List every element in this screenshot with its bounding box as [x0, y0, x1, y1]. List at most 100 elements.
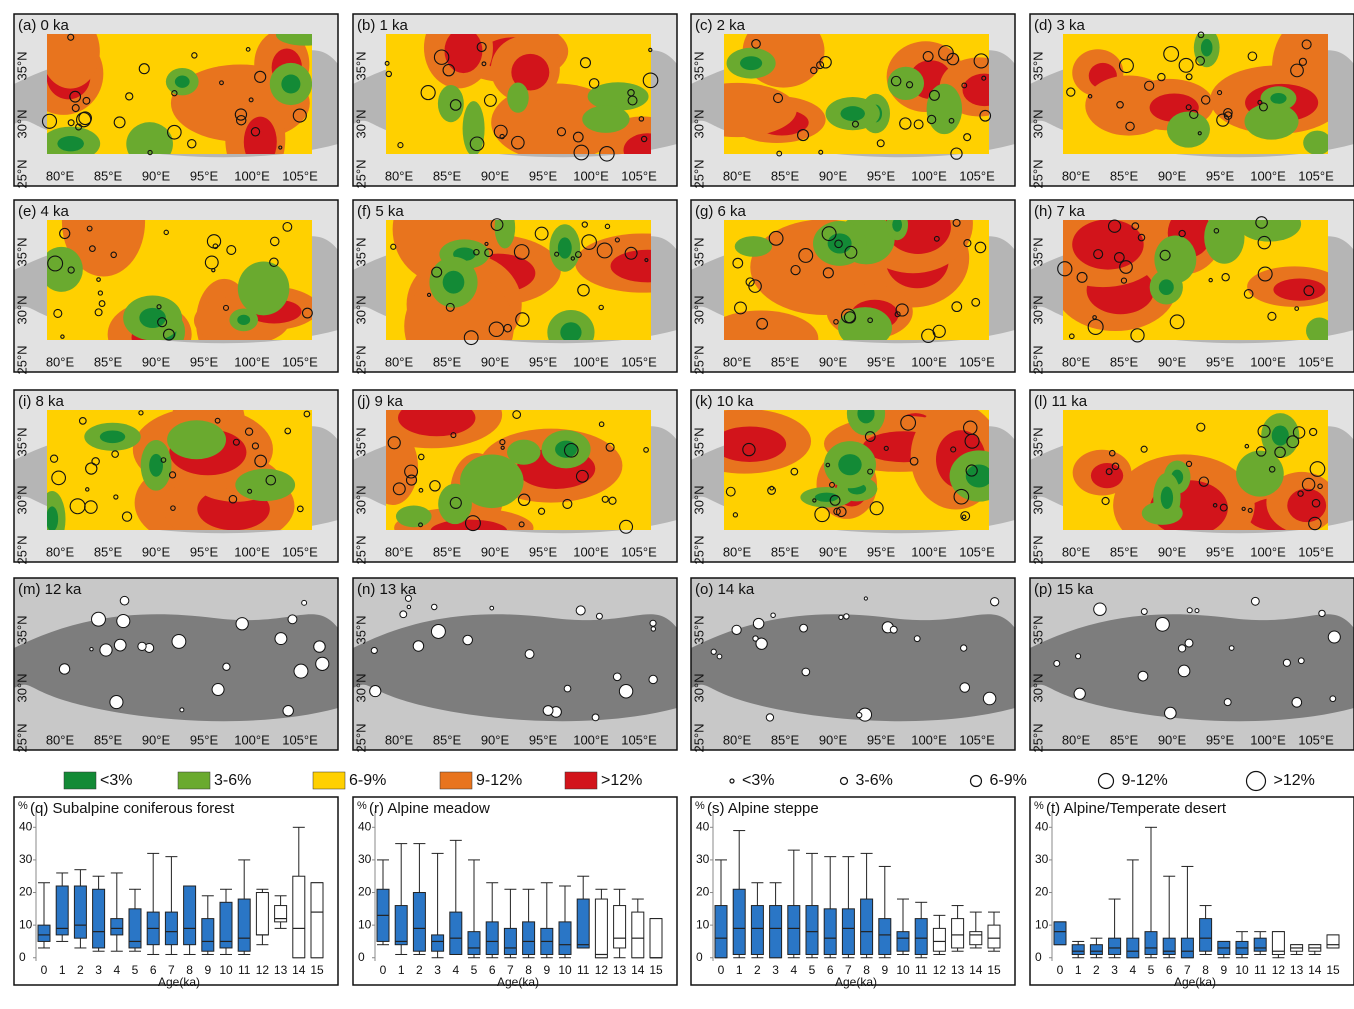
box	[897, 932, 909, 952]
map-panel: (h) 7 ka80°E85°E90°E95°E100°E105°E35°N30…	[1029, 186, 1354, 375]
lat-label: 35°N	[353, 427, 368, 456]
lon-label: 105°E	[621, 354, 657, 369]
lon-label: 90°E	[142, 544, 171, 559]
lat-label: 35°N	[14, 51, 29, 80]
x-tick-label: 6	[150, 963, 157, 977]
x-tick-label: 3	[434, 963, 441, 977]
panel-title: (b) 1 ka	[357, 17, 409, 34]
x-tick-label: 9	[881, 963, 888, 977]
site	[651, 627, 655, 631]
site	[650, 620, 656, 626]
lon-label: 85°E	[433, 544, 462, 559]
x-tick-label: 2	[754, 963, 761, 977]
contour	[840, 106, 864, 121]
lon-label: 90°E	[1158, 544, 1187, 559]
site	[592, 714, 599, 721]
site	[1178, 645, 1185, 652]
site	[576, 606, 585, 615]
lon-label: 85°E	[771, 354, 800, 369]
panel-title: (e) 4 ka	[18, 203, 70, 220]
x-tick-label: 9	[204, 963, 211, 977]
lat-label: 30°N	[353, 673, 368, 702]
x-tick-label: 4	[790, 963, 797, 977]
lon-label: 90°E	[481, 354, 510, 369]
x-tick-label: 5	[132, 963, 139, 977]
lon-label: 105°E	[1298, 732, 1334, 747]
contour	[1244, 103, 1298, 140]
map-panel: (k) 10 ka80°E85°E90°E95°E100°E105°E35°N3…	[678, 390, 1015, 565]
lon-label: 100°E	[911, 354, 947, 369]
site	[717, 654, 722, 659]
x-tick-label: 3	[95, 963, 102, 977]
y-tick-label: 30	[358, 852, 372, 866]
lon-label: 90°E	[1158, 354, 1187, 369]
map-panel: (m) 12 ka80°E85°E90°E95°E100°E105°E35°N3…	[14, 578, 338, 753]
site	[371, 647, 377, 653]
site	[223, 663, 230, 670]
x-tick-label: 5	[471, 963, 478, 977]
site	[753, 618, 763, 628]
site	[400, 611, 407, 618]
site	[649, 675, 657, 683]
x-tick-label: 11	[238, 963, 251, 977]
lon-label: 100°E	[911, 168, 947, 183]
box	[413, 893, 425, 952]
box	[1090, 945, 1102, 955]
chart-title: (t) Alpine/Temperate desert	[1046, 800, 1227, 817]
lon-label: 80°E	[385, 354, 414, 369]
x-tick-label: 5	[1148, 963, 1155, 977]
y-tick-label: 30	[19, 852, 33, 866]
x-tick-label: 2	[1093, 963, 1100, 977]
contour	[46, 506, 58, 531]
x-tick-label: 0	[41, 963, 48, 977]
lon-label: 80°E	[385, 544, 414, 559]
site	[756, 638, 767, 649]
lat-label: 30°N	[691, 485, 706, 514]
box	[1109, 938, 1121, 954]
y-tick-label: 0	[19, 950, 26, 964]
lat-label: 30°N	[1030, 109, 1045, 138]
y-tick-label: 20	[358, 885, 372, 899]
lon-label: 80°E	[1062, 732, 1091, 747]
contour	[828, 233, 852, 253]
x-tick-label: 12	[933, 963, 947, 977]
lon-label: 90°E	[142, 354, 171, 369]
x-tick-label: 4	[113, 963, 120, 977]
box	[450, 912, 462, 954]
lat-label: 25°N	[353, 723, 368, 752]
box-panel: %(t) Alpine/Temperate desert010203040012…	[1030, 797, 1354, 989]
contour	[588, 82, 649, 110]
contour	[167, 420, 226, 459]
contour	[713, 426, 786, 462]
box	[788, 906, 800, 955]
lat-label: 30°N	[1030, 673, 1045, 702]
contour	[463, 101, 485, 156]
y-tick-label: 40	[19, 819, 33, 833]
box	[970, 932, 982, 945]
box	[56, 886, 68, 935]
contour	[1161, 487, 1173, 509]
lon-label: 95°E	[190, 544, 219, 559]
contour	[396, 506, 432, 528]
site	[120, 596, 129, 605]
box	[1072, 945, 1084, 955]
contour	[237, 315, 250, 325]
contour	[838, 454, 861, 475]
lat-label: 35°N	[1030, 615, 1045, 644]
lat-label: 35°N	[691, 237, 706, 266]
lon-label: 80°E	[46, 354, 75, 369]
panel-title: (j) 9 ka	[357, 393, 404, 410]
y-tick-label: 30	[696, 852, 710, 866]
legend-circle	[971, 776, 982, 787]
lon-label: 90°E	[1158, 732, 1187, 747]
x-tick-label: 6	[827, 963, 834, 977]
site	[857, 712, 862, 717]
lon-label: 90°E	[819, 732, 848, 747]
lon-label: 90°E	[481, 732, 510, 747]
lat-label: 35°N	[691, 615, 706, 644]
contours	[678, 15, 1019, 154]
lon-label: 85°E	[1110, 354, 1139, 369]
lon-label: 105°E	[959, 354, 995, 369]
box	[184, 886, 196, 945]
lon-label: 105°E	[959, 168, 995, 183]
